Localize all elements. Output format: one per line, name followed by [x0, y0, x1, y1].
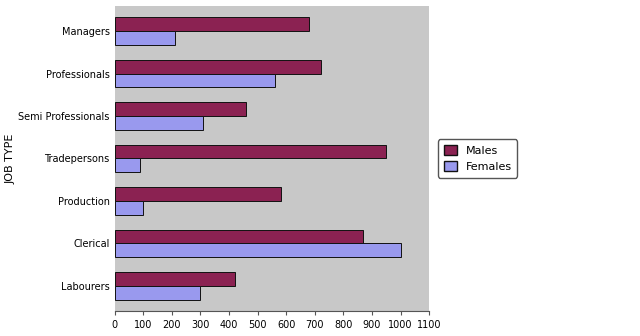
Bar: [115, 60, 321, 74]
Bar: [115, 159, 140, 172]
Bar: [115, 230, 364, 244]
Y-axis label: JOB TYPE: JOB TYPE: [6, 133, 15, 184]
Bar: [115, 272, 235, 286]
Bar: [115, 201, 143, 215]
Bar: [115, 31, 175, 45]
Bar: [115, 145, 387, 159]
Bar: [115, 286, 200, 299]
Bar: [115, 102, 246, 116]
Legend: Males, Females: Males, Females: [438, 139, 517, 178]
Bar: [115, 116, 204, 130]
Bar: [115, 244, 401, 257]
Bar: [115, 187, 280, 201]
Bar: [115, 17, 309, 31]
Bar: [115, 74, 275, 87]
